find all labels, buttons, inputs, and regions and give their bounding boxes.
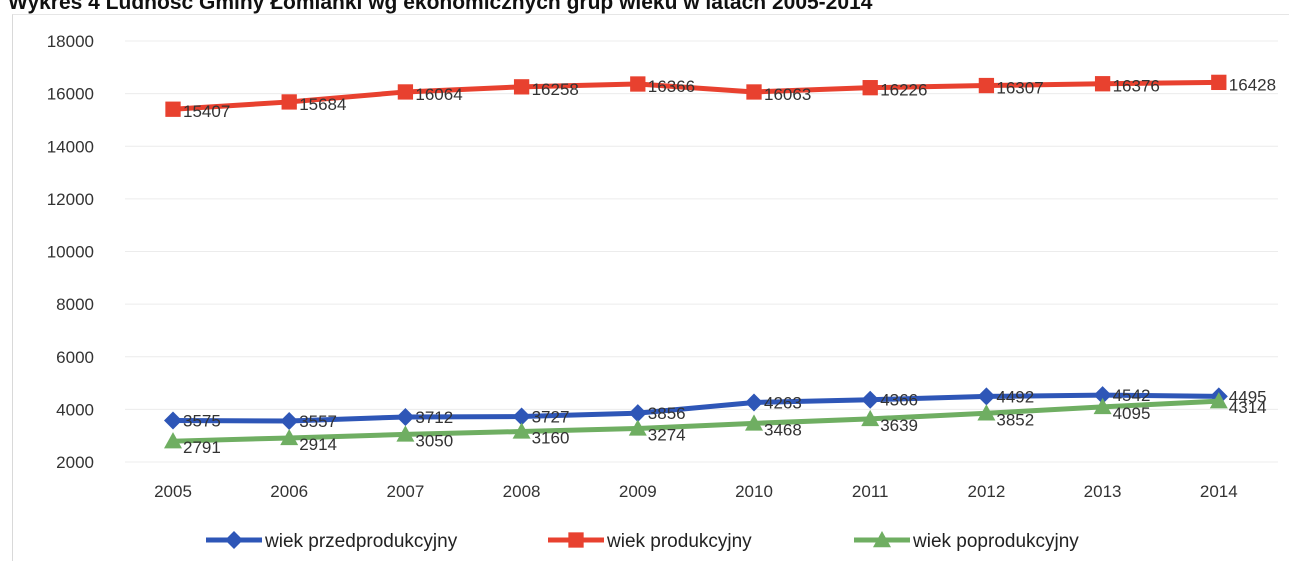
series-0-point-2007 — [396, 407, 415, 426]
series-1-point-2006 — [281, 94, 297, 110]
y-tick-label-2000: 2000 — [56, 453, 94, 472]
series-2-data-label-2014: 4314 — [1229, 398, 1267, 417]
series-1-point-2011 — [862, 80, 878, 96]
series-0-point-2006 — [280, 412, 299, 431]
series-0-data-label-2010: 4263 — [764, 393, 802, 412]
series-1-data-label-2006: 15684 — [299, 95, 346, 114]
series-2-point-2005 — [164, 432, 182, 449]
y-tick-label-10000: 10000 — [47, 243, 94, 262]
series-2-point-2007 — [396, 425, 415, 442]
series-line-1 — [172, 79, 1219, 112]
series-0-point-2010 — [745, 393, 763, 412]
x-tick-label-2009: 2009 — [619, 482, 657, 501]
legend-label-0: wiek przedprodukcyjny — [264, 531, 458, 552]
x-tick-label-2013: 2013 — [1084, 482, 1122, 501]
x-tick-label-2007: 2007 — [386, 482, 424, 501]
legend-marker-2 — [873, 531, 891, 548]
y-tick-label-8000: 8000 — [56, 295, 94, 314]
y-tick-label-6000: 6000 — [56, 348, 94, 367]
y-tick-label-18000: 18000 — [47, 32, 94, 51]
series-0-data-label-2007: 3712 — [415, 408, 453, 427]
x-tick-label-2006: 2006 — [270, 482, 308, 501]
series-2-point-2013 — [1093, 397, 1112, 415]
series-2-data-label-2009: 3274 — [648, 425, 686, 444]
series-0-point-2009 — [628, 404, 647, 423]
series-line-0 — [172, 392, 1219, 424]
series-1-data-label-2011: 16226 — [880, 81, 927, 100]
series-0-point-2013 — [1093, 386, 1112, 405]
series-0-data-label-2012: 4492 — [996, 387, 1034, 406]
x-tick-label-2010: 2010 — [735, 482, 773, 501]
series-line-2 — [172, 398, 1219, 444]
legend-label-2: wiek poprodukcyjny — [912, 531, 1079, 552]
series-1-data-label-2010: 16063 — [764, 85, 811, 104]
series-2-point-2008 — [512, 422, 531, 439]
series-1-data-label-2009: 16366 — [648, 77, 695, 96]
series-1-data-label-2008: 16258 — [532, 80, 579, 99]
series-0-data-label-2013: 4542 — [1113, 386, 1151, 405]
x-tick-label-2005: 2005 — [154, 482, 192, 501]
series-2-data-label-2011: 3639 — [880, 416, 918, 435]
series-2-data-label-2006: 2914 — [299, 435, 337, 454]
series-1-data-label-2012: 16307 — [996, 79, 1043, 98]
series-1-data-label-2014: 16428 — [1229, 75, 1276, 94]
series-0-data-label-2009: 3856 — [648, 404, 686, 423]
series-0-point-2012 — [977, 387, 996, 406]
series-1-point-2009 — [630, 76, 646, 92]
y-tick-label-14000: 14000 — [47, 137, 94, 156]
series-0-data-label-2005: 3575 — [183, 412, 221, 431]
series-2-data-label-2010: 3468 — [764, 420, 802, 439]
series-2-data-label-2012: 3852 — [996, 410, 1034, 429]
series-2-point-2009 — [628, 419, 647, 436]
series-0-point-2011 — [861, 390, 880, 409]
series-0-point-2005 — [164, 411, 182, 430]
series-1-data-label-2013: 16376 — [1113, 77, 1160, 96]
series-1-point-2007 — [397, 84, 414, 100]
chart-title: Wykres 4 Ludność Gminy Łomianki wg ekono… — [8, 0, 873, 14]
legend-marker-0 — [225, 531, 243, 549]
series-0-data-label-2008: 3727 — [532, 408, 570, 427]
x-tick-label-2011: 2011 — [852, 482, 889, 501]
y-tick-label-4000: 4000 — [56, 400, 94, 419]
y-tick-label-12000: 12000 — [47, 190, 94, 209]
series-2-data-label-2013: 4095 — [1113, 404, 1151, 423]
series-0-data-label-2006: 3557 — [299, 412, 337, 431]
series-2-point-2011 — [861, 409, 880, 427]
series-2-data-label-2007: 3050 — [415, 431, 453, 450]
x-tick-label-2014: 2014 — [1200, 482, 1238, 501]
x-tick-label-2012: 2012 — [967, 482, 1005, 501]
series-2-point-2012 — [977, 404, 996, 421]
series-1-data-label-2007: 16064 — [415, 85, 462, 104]
series-1-point-2005 — [165, 101, 181, 117]
series-2-data-label-2008: 3160 — [532, 428, 570, 447]
legend-label-1: wiek produkcyjny — [606, 531, 752, 552]
series-1-point-2008 — [513, 79, 530, 95]
series-0-data-label-2014: 4495 — [1229, 387, 1267, 406]
y-tick-label-16000: 16000 — [47, 85, 94, 104]
series-0-data-label-2011: 4366 — [880, 391, 918, 410]
series-1-data-label-2005: 15407 — [183, 102, 230, 121]
series-2-point-2014 — [1209, 392, 1228, 409]
chart-frame — [12, 14, 1289, 561]
series-1-point-2014 — [1211, 74, 1227, 91]
series-1-point-2013 — [1094, 76, 1111, 92]
series-2-point-2006 — [280, 428, 299, 446]
series-1-point-2012 — [978, 77, 995, 94]
x-tick-label-2008: 2008 — [503, 482, 541, 501]
series-2-point-2010 — [745, 414, 763, 431]
series-0-point-2008 — [512, 407, 531, 426]
series-2-data-label-2005: 2791 — [183, 438, 221, 457]
series-1-point-2010 — [746, 84, 762, 100]
legend-marker-1 — [568, 532, 584, 548]
